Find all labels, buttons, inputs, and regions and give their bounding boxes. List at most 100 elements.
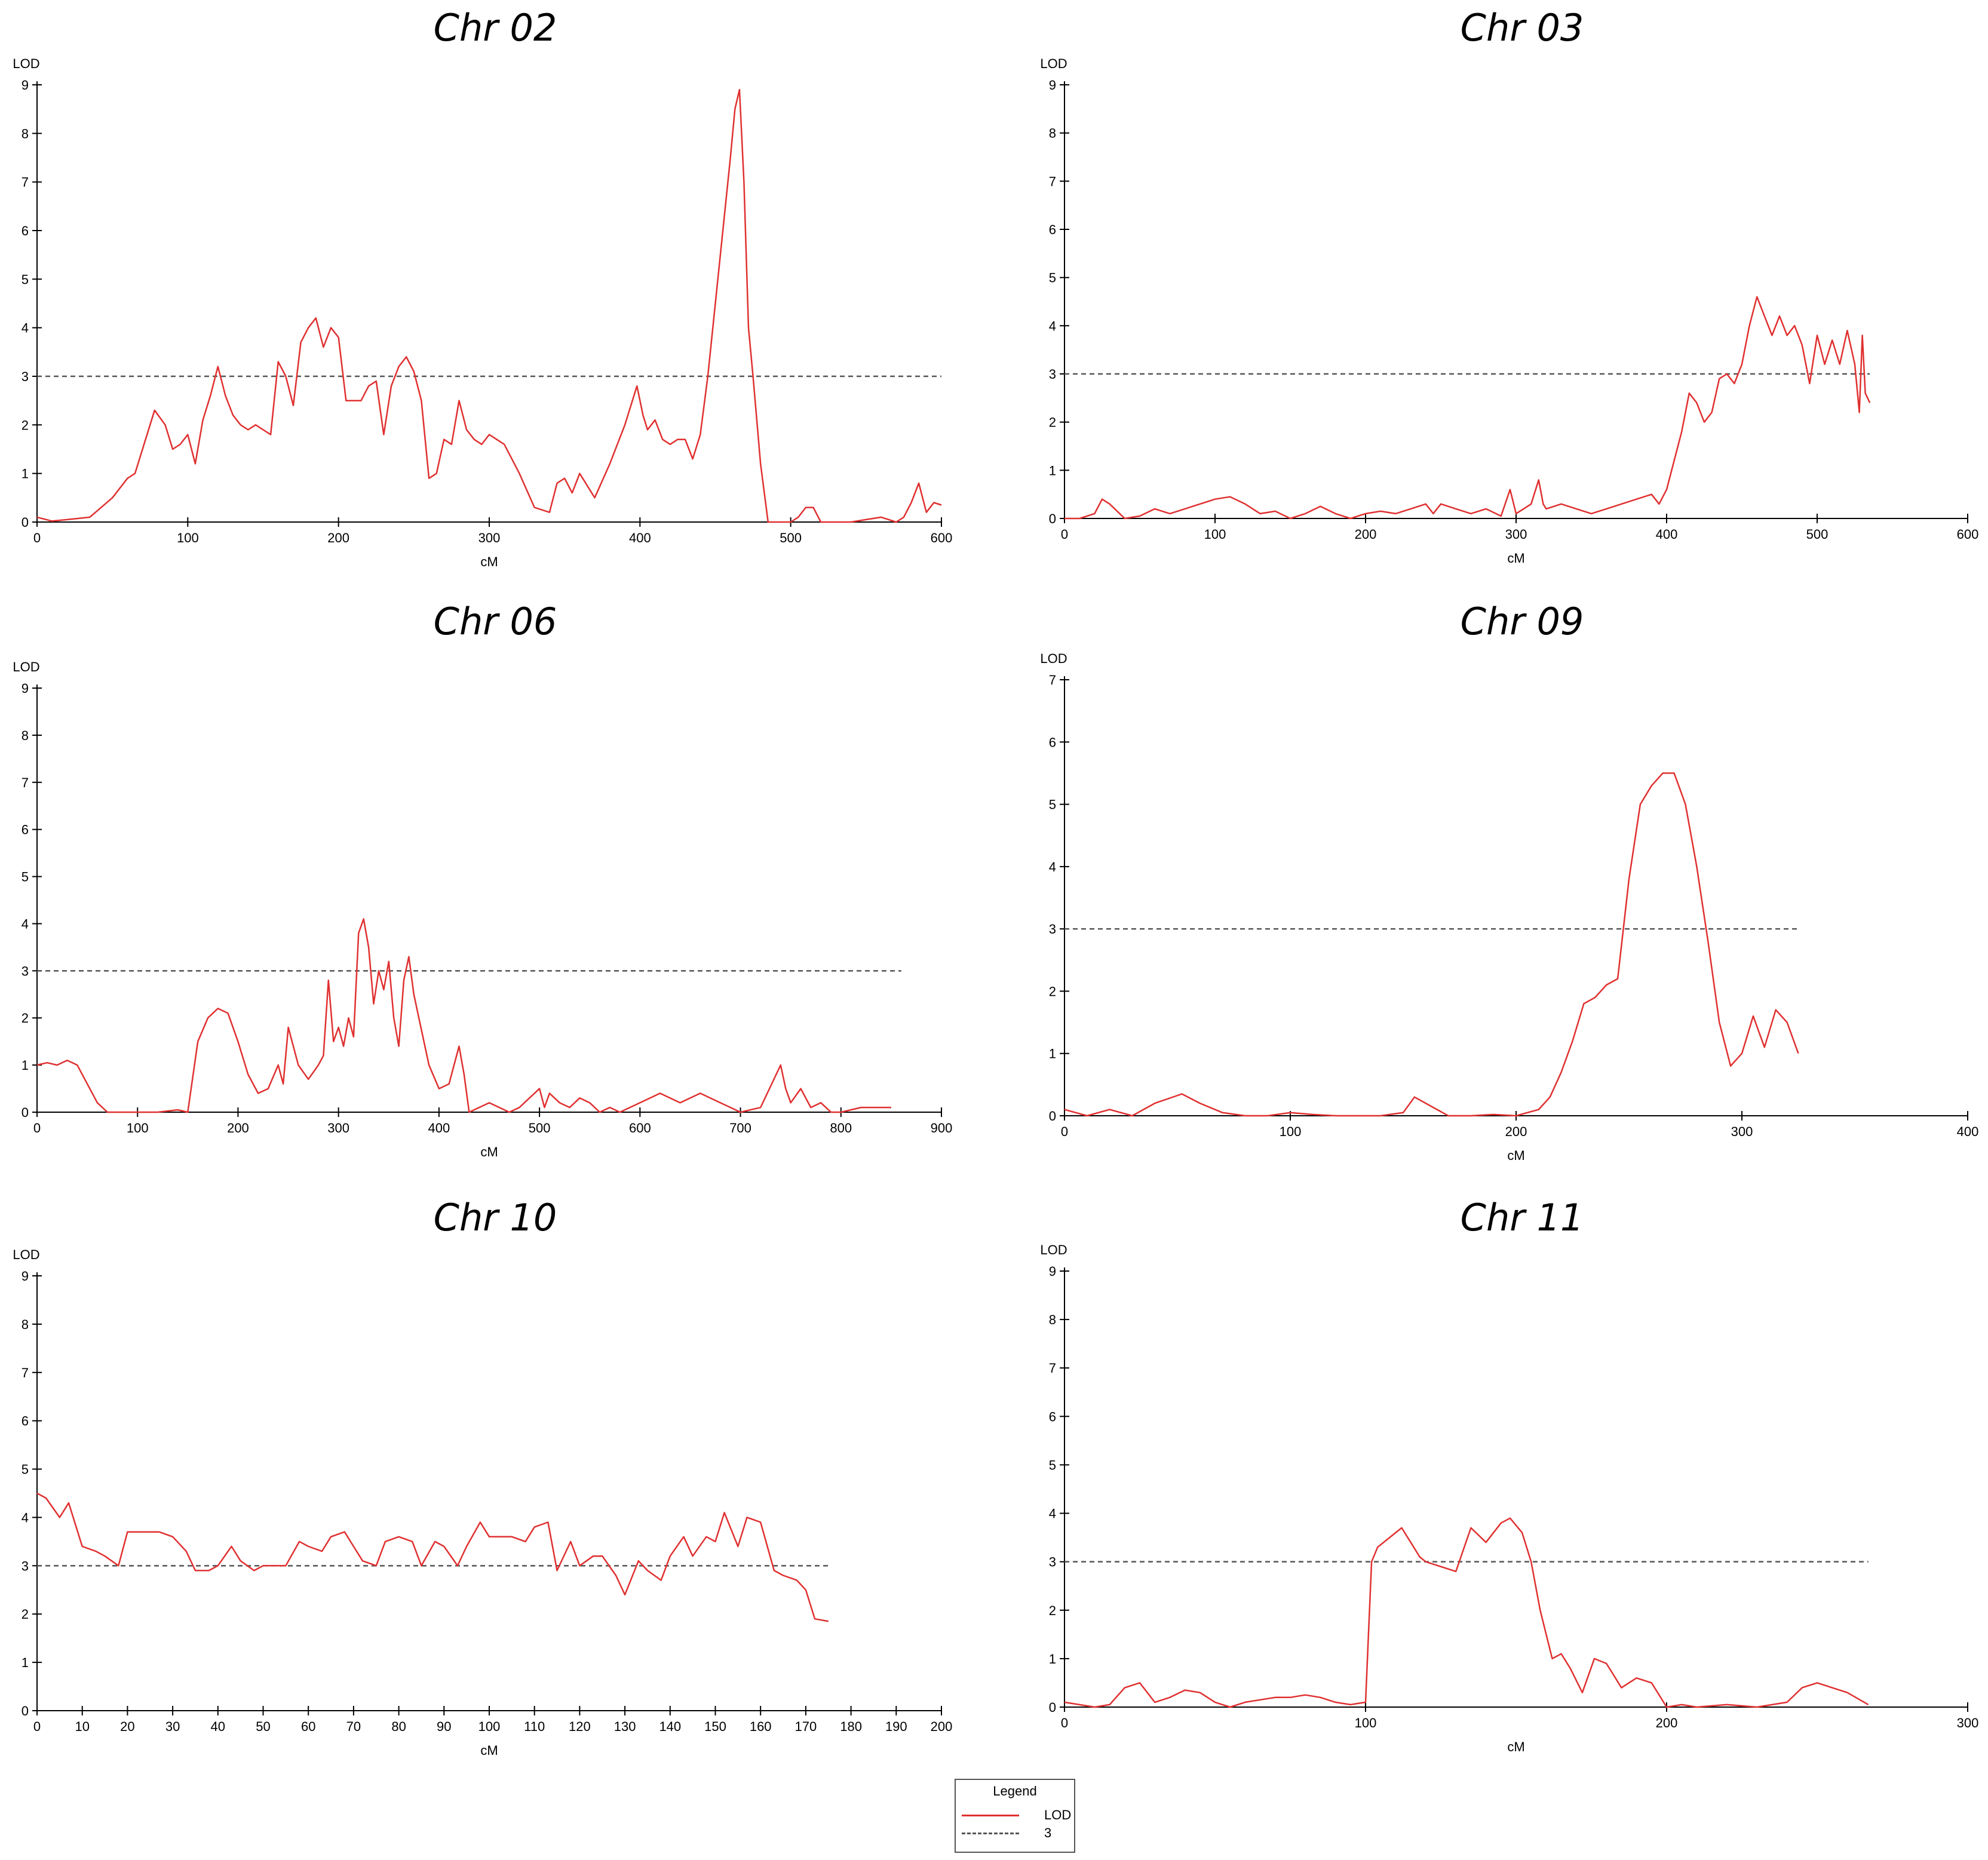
x-tick-label: 500 [529, 1121, 551, 1135]
x-tick-label: 130 [614, 1719, 636, 1734]
lod-series-line [1064, 772, 1799, 1117]
x-tick-label: 90 [437, 1719, 451, 1734]
y-tick-label: 7 [22, 775, 29, 790]
x-tick-label: 100 [1280, 1124, 1302, 1139]
y-axis-label: LOD [13, 56, 39, 71]
x-tick-label: 600 [1957, 527, 1979, 542]
x-tick-label: 160 [750, 1719, 772, 1734]
x-tick-label: 500 [1806, 527, 1829, 542]
x-tick-label: 400 [1957, 1124, 1979, 1139]
x-tick-label: 200 [1656, 1715, 1678, 1730]
y-tick-label: 7 [22, 175, 29, 190]
y-tick-label: 3 [22, 369, 29, 384]
lod-series-line [36, 918, 891, 1113]
chart-panel-2: Chr 06 0 1 2 3 4 5 6 7 8 9 0 100 200 300 400 500 600 700 80… [13, 600, 952, 1159]
y-tick-label: 2 [1049, 984, 1056, 999]
x-tick-label: 140 [659, 1719, 681, 1734]
lod-series-line [1064, 296, 1871, 520]
y-tick-label: 3 [22, 963, 29, 978]
y-tick-label: 1 [22, 1655, 29, 1670]
y-tick-label: 2 [22, 1011, 29, 1026]
y-tick-label: 4 [22, 321, 29, 336]
y-tick-label: 0 [1049, 1700, 1056, 1715]
x-axis-label: cM [1507, 1739, 1524, 1754]
y-tick-label: 5 [1049, 1457, 1056, 1472]
y-tick-label: 3 [1049, 367, 1056, 382]
y-tick-label: 0 [1049, 511, 1056, 526]
x-tick-label: 100 [1355, 1715, 1377, 1730]
x-tick-label: 100 [127, 1121, 149, 1135]
legend-label-lod: LOD [1044, 1807, 1072, 1822]
y-tick-label: 4 [1049, 860, 1056, 874]
y-tick-label: 2 [1049, 1603, 1056, 1618]
x-tick-label: 300 [1505, 527, 1527, 542]
chart-panel-3: Chr 09 0 1 2 3 4 5 6 7 0 100 200 300 400 LOD cM [1040, 600, 1978, 1163]
y-tick-label: 7 [1049, 673, 1056, 687]
x-tick-label: 400 [629, 530, 651, 545]
y-tick-label: 4 [1049, 318, 1056, 333]
x-tick-label: 150 [704, 1719, 726, 1734]
y-tick-label: 7 [22, 1365, 29, 1380]
x-tick-label: 400 [1656, 527, 1678, 542]
x-tick-label: 0 [1061, 1124, 1068, 1139]
y-tick-label: 4 [22, 916, 29, 931]
x-tick-label: 0 [1061, 1715, 1068, 1730]
y-tick-label: 1 [1049, 1046, 1056, 1061]
y-tick-label: 2 [22, 418, 29, 432]
x-tick-label: 120 [569, 1719, 591, 1734]
y-tick-label: 4 [22, 1510, 29, 1525]
y-tick-label: 6 [22, 223, 29, 238]
x-tick-label: 400 [428, 1121, 450, 1135]
legend-swatch-threshold [962, 1833, 1019, 1834]
x-tick-label: 300 [1731, 1124, 1753, 1139]
x-axis-label: cM [480, 554, 498, 569]
y-tick-label: 1 [22, 466, 29, 481]
y-tick-label: 7 [1049, 174, 1056, 189]
y-tick-label: 2 [22, 1607, 29, 1622]
x-tick-label: 200 [327, 530, 349, 545]
lod-series-line [36, 1492, 829, 1622]
x-tick-label: 800 [830, 1121, 852, 1135]
legend: Legend LOD 3 [955, 1779, 1075, 1853]
x-tick-label: 700 [729, 1121, 751, 1135]
x-tick-label: 600 [629, 1121, 651, 1135]
y-tick-label: 4 [1049, 1506, 1056, 1521]
y-tick-label: 6 [22, 1414, 29, 1429]
x-tick-label: 40 [211, 1719, 225, 1734]
y-tick-label: 5 [1049, 271, 1056, 286]
y-tick-label: 9 [22, 78, 29, 93]
y-tick-label: 0 [22, 1704, 29, 1718]
x-tick-label: 100 [177, 530, 199, 545]
x-tick-label: 900 [931, 1121, 953, 1135]
y-tick-label: 9 [22, 1269, 29, 1284]
y-tick-label: 5 [1049, 797, 1056, 812]
y-tick-label: 8 [22, 728, 29, 743]
x-tick-label: 200 [931, 1719, 953, 1734]
y-tick-label: 5 [22, 870, 29, 885]
y-tick-label: 6 [1049, 1409, 1056, 1424]
y-tick-label: 8 [1049, 126, 1056, 141]
x-tick-label: 30 [165, 1719, 180, 1734]
y-tick-label: 1 [1049, 1652, 1056, 1666]
y-tick-label: 6 [1049, 735, 1056, 750]
x-tick-label: 70 [346, 1719, 361, 1734]
x-tick-label: 0 [33, 530, 41, 545]
x-tick-label: 100 [1204, 527, 1226, 542]
x-tick-label: 50 [256, 1719, 270, 1734]
y-tick-label: 8 [22, 126, 29, 141]
y-tick-label: 2 [1049, 415, 1056, 430]
x-tick-label: 80 [391, 1719, 406, 1734]
x-tick-label: 0 [33, 1121, 41, 1135]
x-axis-label: cM [1507, 551, 1524, 566]
x-tick-label: 10 [75, 1719, 89, 1734]
x-tick-label: 300 [1957, 1715, 1979, 1730]
y-tick-label: 1 [22, 1058, 29, 1073]
y-tick-label: 9 [22, 681, 29, 696]
y-axis-label: LOD [1040, 1242, 1067, 1257]
x-tick-label: 60 [301, 1719, 315, 1734]
x-tick-label: 300 [327, 1121, 349, 1135]
y-tick-label: 1 [1049, 463, 1056, 478]
y-tick-label: 0 [1049, 1109, 1056, 1124]
